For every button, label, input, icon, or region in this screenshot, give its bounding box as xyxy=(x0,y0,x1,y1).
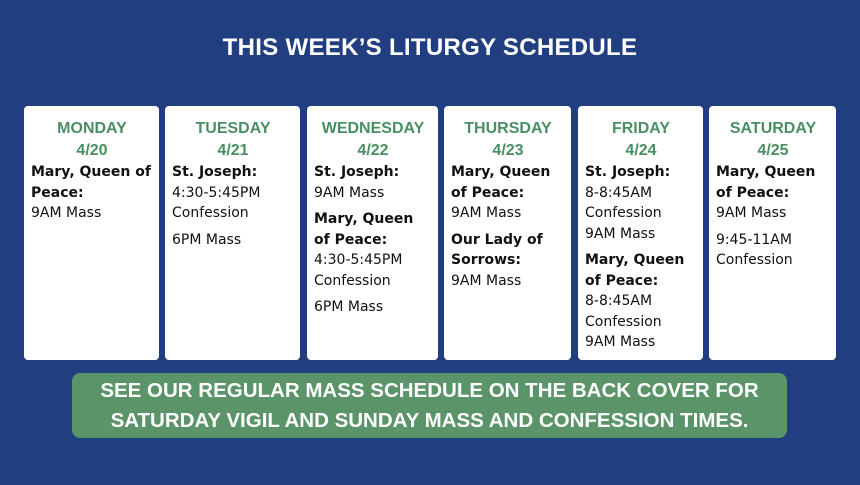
schedule-entry: Mary, Queen of Peace: 9AM Mass xyxy=(716,162,830,224)
day-name: SATURDAY xyxy=(729,120,817,137)
church-name: Mary, Queen of Peace: xyxy=(585,252,685,289)
service-time: 9AM Mass xyxy=(585,225,656,242)
service-time: 8-8:45AM Confession xyxy=(585,293,662,330)
schedule-entry: St. Joseph: 8-8:45AM Confession 9AM Mass xyxy=(585,162,697,244)
schedule-entry: Our Lady of Sorrows: 9AM Mass xyxy=(451,230,565,292)
schedule-entry: St. Joseph: 9AM Mass xyxy=(314,162,432,203)
church-name: Mary, Queen of Peace: xyxy=(31,164,151,201)
schedule-entry: St. Joseph: 4:30-5:45PM Confession xyxy=(172,162,294,224)
page-title: THIS WEEK’S LITURGY SCHEDULE xyxy=(222,34,638,61)
day-date: 4/21 xyxy=(217,142,249,159)
schedule-entry: Mary, Queen of Peace: 8-8:45AM Confession… xyxy=(585,250,697,353)
service-time: 9AM Mass xyxy=(451,205,522,221)
church-name: St. Joseph: xyxy=(172,164,258,180)
service-time: 9AM Mass xyxy=(716,205,787,221)
service-time: 9AM Mass xyxy=(31,205,102,221)
service-time: 4:30-5:45PM Confession xyxy=(172,184,261,222)
service-time: 9:45-11AM Confession xyxy=(716,231,793,269)
day-date: 4/20 xyxy=(76,142,108,159)
regular-schedule-banner: SEE OUR REGULAR MASS SCHEDULE ON THE BAC… xyxy=(72,373,787,438)
church-name: Mary, Queen of Peace: xyxy=(716,164,816,201)
banner-line-1: SEE OUR REGULAR MASS SCHEDULE ON THE BAC… xyxy=(100,379,759,402)
day-card-saturday: SATURDAY 4/25 Mary, Queen of Peace: 9AM Ma… xyxy=(709,106,836,360)
schedule-entry: 6PM Mass xyxy=(172,230,294,251)
day-card-friday: FRIDAY 4/24 St. Joseph: 8-8:45AM Confessio… xyxy=(578,106,703,360)
service-time: 8-8:45AM Confession xyxy=(585,184,662,222)
schedule-entry: Mary, Queen of Peace: 9AM Mass xyxy=(451,162,565,224)
service-time: 9AM Mass xyxy=(451,272,522,289)
service-time: 9AM Mass xyxy=(314,184,385,201)
day-name: FRIDAY xyxy=(611,120,671,137)
day-card-thursday: THURSDAY 4/23 Mary, Queen of Peace: 9AM Ma… xyxy=(444,106,571,360)
church-name: Our Lady of Sorrows: xyxy=(451,231,543,269)
day-date: 4/24 xyxy=(625,142,657,159)
church-name: Mary, Queen of Peace: xyxy=(451,164,551,201)
service-time: 6PM Mass xyxy=(172,231,242,248)
day-name: MONDAY xyxy=(57,120,127,137)
service-time: 4:30-5:45PM Confession xyxy=(314,252,403,289)
church-name: St. Joseph: xyxy=(585,164,671,180)
schedule-entry: 9:45-11AM Confession xyxy=(716,230,830,271)
schedule-entry: 6PM Mass xyxy=(314,297,432,318)
day-card-wednesday: WEDNESDAY 4/22 St. Joseph: 9AM Mass Mary, Q… xyxy=(307,106,438,360)
service-time: 6PM Mass xyxy=(314,299,384,315)
day-name: TUESDAY xyxy=(195,120,271,137)
day-name: WEDNESDAY xyxy=(321,120,425,137)
schedule-entry: Mary, Queen of Peace: 4:30-5:45PM Confess… xyxy=(314,209,432,291)
service-time: 9AM Mass xyxy=(585,334,656,350)
day-date: 4/22 xyxy=(357,142,389,159)
day-date: 4/25 xyxy=(757,142,789,159)
day-card-tuesday: TUESDAY 4/21 St. Joseph: 4:30-5:45PM Confe… xyxy=(165,106,300,360)
church-name: St. Joseph: xyxy=(314,164,400,180)
church-name: Mary, Queen of Peace: xyxy=(314,211,414,248)
day-card-monday: MONDAY 4/20 Mary, Queen of Peace: 9AM Mass xyxy=(24,106,159,360)
day-name: THURSDAY xyxy=(464,120,552,137)
schedule-entry: Mary, Queen of Peace: 9AM Mass xyxy=(31,162,153,224)
banner-line-2: SATURDAY VIGIL AND SUNDAY MASS AND CONFE… xyxy=(110,409,749,432)
day-date: 4/23 xyxy=(492,142,524,159)
